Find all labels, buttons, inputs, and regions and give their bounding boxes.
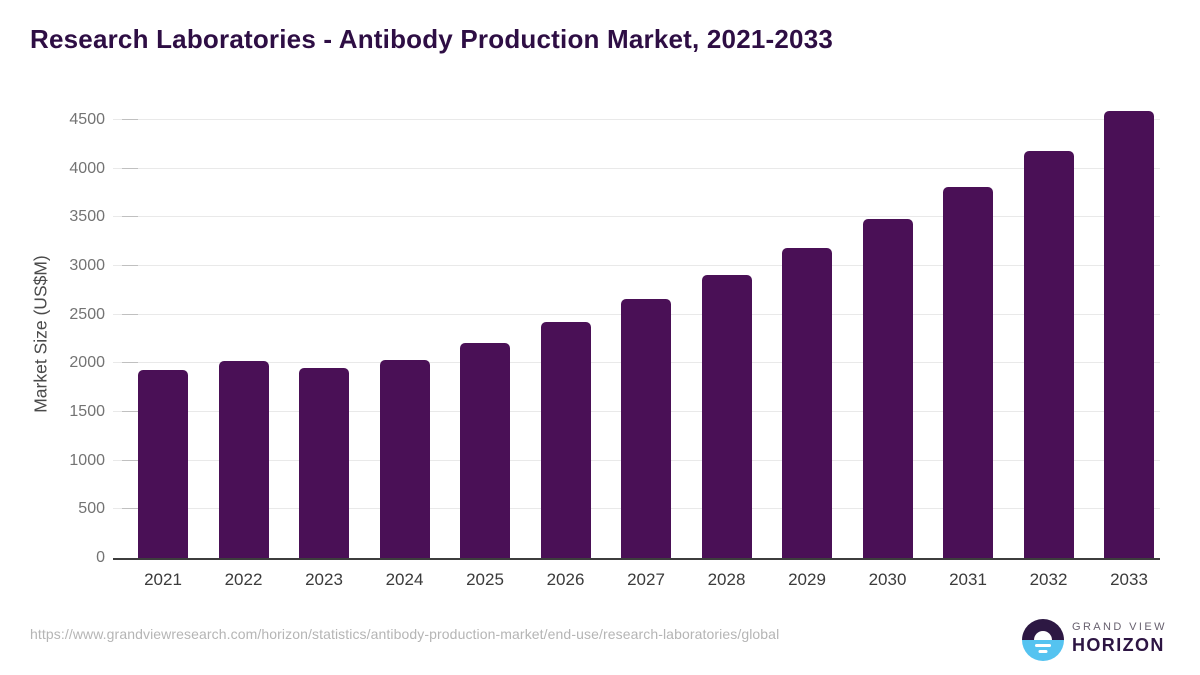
- source-url: https://www.grandviewresearch.com/horizo…: [30, 626, 780, 642]
- bar-2024: [379, 360, 430, 558]
- y-tick-label-0: 0: [96, 549, 105, 566]
- y-tick-mark-2500: [122, 313, 138, 315]
- logo-brand-name: GRAND VIEW: [1072, 621, 1167, 633]
- bar-2031: [943, 187, 993, 558]
- y-tick-label-3000: 3000: [69, 257, 105, 275]
- x-tick-label-2029: 2029: [788, 570, 826, 589]
- bar-2030: [862, 219, 913, 558]
- y-tick-label-4500: 4500: [69, 111, 105, 129]
- bar-2029: [782, 247, 832, 558]
- x-tick-label-2022: 2022: [224, 570, 263, 589]
- x-tick-label-2030: 2030: [868, 570, 907, 589]
- y-tick-mark-4500: [122, 119, 138, 121]
- y-tick-label-4000: 4000: [69, 159, 105, 177]
- y-tick-mark-500: [122, 508, 138, 510]
- y-tick-label-500: 500: [78, 500, 105, 518]
- y-tick-mark-4000: [122, 167, 138, 169]
- x-tick-label-2023: 2023: [305, 570, 343, 589]
- y-axis-title: Market Size (US$M): [30, 255, 51, 413]
- plot-area: [113, 103, 1160, 560]
- y-tick-label-1500: 1500: [69, 403, 105, 420]
- logo-product-name: HORIZON: [1072, 635, 1165, 655]
- x-tick-label-2024: 2024: [385, 570, 424, 589]
- bar-2025: [460, 342, 510, 558]
- x-tick-label-2027: 2027: [627, 570, 665, 589]
- x-tick-label-2026: 2026: [546, 570, 585, 589]
- gridline-3500: [113, 216, 1160, 218]
- y-tick-mark-1500: [122, 411, 138, 413]
- x-tick-label-2028: 2028: [707, 570, 746, 589]
- bar-2026: [540, 321, 591, 558]
- x-tick-label-2031: 2031: [949, 570, 987, 589]
- y-tick-mark-1000: [122, 459, 138, 461]
- y-tick-mark-2000: [122, 362, 138, 364]
- bar-2021: [138, 370, 188, 558]
- bar-2028: [701, 274, 752, 558]
- y-tick-label-3500: 3500: [69, 208, 105, 226]
- y-tick-label-1000: 1000: [69, 451, 105, 469]
- y-tick-label-2500: 2500: [69, 305, 105, 323]
- y-tick-label-2000: 2000: [69, 354, 105, 372]
- y-tick-mark-3500: [122, 216, 138, 218]
- chart-title: Research Laboratories - Antibody Product…: [30, 24, 834, 54]
- bar-2022: [218, 361, 269, 558]
- bar-2032: [1023, 151, 1074, 558]
- y-tick-mark-3000: [122, 265, 138, 267]
- bar-2033: [1104, 110, 1154, 558]
- bar-2027: [621, 299, 671, 558]
- grand-view-horizon-logo: GRAND VIEW HORIZON: [1022, 618, 1182, 662]
- x-tick-label-2033: 2033: [1110, 570, 1148, 589]
- x-tick-label-2032: 2032: [1029, 570, 1068, 589]
- gridline-4500: [113, 119, 1160, 121]
- bar-2023: [299, 368, 349, 558]
- gridline-3000: [113, 265, 1160, 267]
- x-tick-label-2025: 2025: [466, 570, 504, 589]
- x-tick-label-2021: 2021: [144, 570, 182, 589]
- gridline-4000: [113, 167, 1160, 169]
- horizon-sunrise-icon: [1022, 619, 1064, 661]
